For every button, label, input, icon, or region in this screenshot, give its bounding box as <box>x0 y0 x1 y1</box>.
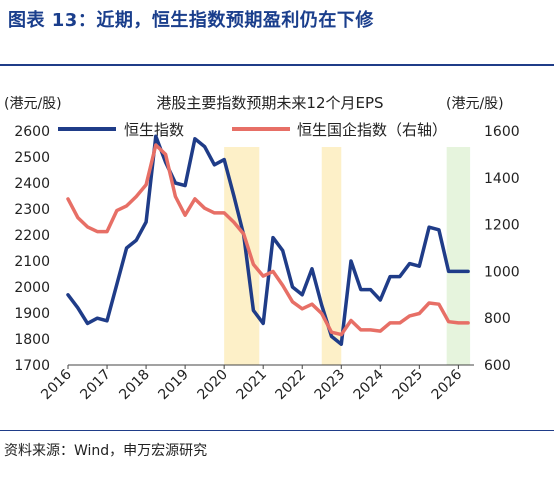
y-right-tick-label: 1200 <box>484 218 520 234</box>
x-tick-label: 2017 <box>77 367 114 404</box>
x-tick-label: 2025 <box>390 367 427 404</box>
source-note: 资料来源：Wind，申万宏源研究 <box>4 440 207 460</box>
x-tick-label: 2022 <box>273 367 310 404</box>
y-right-tick-label: 1000 <box>484 264 520 280</box>
y-right-tick-label: 1600 <box>484 124 520 140</box>
y-right-tick-label: 1400 <box>484 171 520 187</box>
y-left-tick-label: 2400 <box>14 176 50 192</box>
eps-line-chart: 港股主要指数预期未来12个月EPS (港元/股) (港元/股) 恒生指数 恒生国… <box>0 0 560 430</box>
series-line-hscei <box>68 145 468 335</box>
shaded-periods <box>224 147 470 365</box>
y-left-tick-label: 1700 <box>14 358 50 374</box>
chart-title: 港股主要指数预期未来12个月EPS <box>156 94 383 112</box>
left-axis-unit: (港元/股) <box>4 96 62 112</box>
legend-label-hscei: 恒生国企指数（右轴） <box>297 121 447 139</box>
source-divider <box>0 430 554 431</box>
y-left-tick-label: 2500 <box>14 150 50 166</box>
y-left-tick-label: 1800 <box>14 332 50 348</box>
legend-label-hsi: 恒生指数 <box>124 121 184 139</box>
y-right-tick-label: 600 <box>484 358 511 374</box>
x-tick-label: 2020 <box>194 367 231 404</box>
x-tick-label: 2023 <box>312 367 349 404</box>
legend: 恒生指数 恒生国企指数（右轴） <box>58 121 447 139</box>
y-left-tick-label: 2600 <box>14 124 50 140</box>
right-axis-unit: (港元/股) <box>446 96 504 112</box>
y-left-tick-label: 2000 <box>14 280 50 296</box>
axes: 1700 1800 1900 2000 2100 2200 2300 2400 2500 2600… <box>14 124 519 403</box>
y-left-tick-label: 2300 <box>14 202 50 218</box>
series-line-hsi <box>68 136 468 344</box>
x-tick-label: 2026 <box>429 366 466 403</box>
x-tick-label: 2018 <box>116 367 153 404</box>
y-left-tick-label: 2100 <box>14 254 50 270</box>
y-right-tick-label: 800 <box>484 311 511 327</box>
shaded-period-3 <box>447 147 470 365</box>
x-tick-label: 2021 <box>234 367 271 404</box>
x-tick-label: 2024 <box>351 366 388 403</box>
y-left-tick-label: 1900 <box>14 306 50 322</box>
x-tick-label: 2019 <box>155 367 192 404</box>
series-lines <box>68 136 468 344</box>
y-left-tick-label: 2200 <box>14 228 50 244</box>
